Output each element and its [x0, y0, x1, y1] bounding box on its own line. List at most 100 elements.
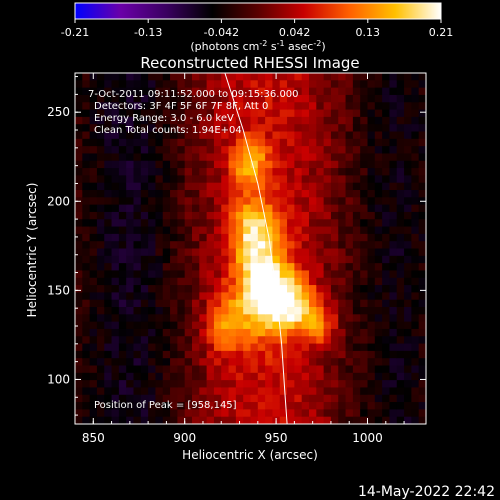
heatmap-cell — [235, 409, 244, 418]
heatmap-cell — [177, 131, 186, 140]
heatmap-cell — [360, 124, 369, 133]
heatmap-cell — [294, 73, 303, 81]
heatmap-cell — [126, 307, 135, 315]
heatmap-cell — [382, 285, 391, 293]
heatmap-cell — [162, 102, 171, 111]
heatmap-cell — [257, 182, 266, 191]
heatmap-cell — [199, 146, 208, 155]
heatmap-cell — [235, 204, 244, 213]
heatmap-cell — [309, 94, 317, 103]
heatmap-cell — [265, 248, 274, 257]
heatmap-cell — [235, 350, 244, 359]
heatmap-cell — [170, 277, 178, 286]
heatmap-cell — [184, 168, 193, 176]
heatmap-cell — [301, 168, 310, 176]
heatmap-cell — [118, 255, 127, 264]
heatmap-cell — [360, 226, 369, 235]
heatmap-cell — [192, 241, 200, 250]
heatmap-cell — [177, 321, 186, 330]
heatmap-cell — [345, 292, 354, 301]
heatmap-cell — [89, 197, 98, 206]
heatmap-cell — [221, 365, 230, 374]
heatmap-cell — [155, 241, 164, 250]
heatmap-cell — [389, 146, 398, 155]
heatmap-cell — [301, 204, 310, 213]
heatmap-cell — [82, 343, 91, 352]
heatmap-cell — [89, 94, 98, 103]
heatmap-cell — [111, 270, 120, 279]
heatmap-cell — [404, 131, 412, 140]
heatmap-cell — [382, 182, 391, 191]
heatmap-cell — [82, 365, 91, 374]
heatmap-cell — [389, 372, 398, 381]
heatmap-cell — [404, 343, 412, 352]
heatmap-cell — [257, 402, 266, 410]
heatmap-cell — [330, 416, 339, 424]
heatmap-cell — [279, 73, 288, 81]
heatmap-cell — [126, 168, 135, 176]
heatmap-cell — [382, 299, 391, 308]
heatmap-cell — [411, 160, 420, 169]
heatmap-cell — [404, 182, 412, 191]
heatmap-cell — [257, 102, 266, 111]
heatmap-cell — [221, 87, 230, 96]
heatmap-cell — [148, 124, 157, 133]
heatmap-cell — [184, 241, 193, 250]
heatmap-cell — [228, 211, 237, 220]
heatmap-cell — [75, 241, 83, 250]
heatmap-cell — [184, 387, 193, 396]
heatmap-cell — [316, 336, 325, 345]
heatmap-cell — [228, 270, 237, 279]
heatmap-cell — [352, 380, 361, 389]
heatmap-cell — [170, 307, 178, 315]
heatmap-cell — [206, 138, 215, 147]
heatmap-cell — [162, 190, 171, 198]
heatmap-cell — [294, 263, 303, 272]
heatmap-cell — [192, 153, 200, 162]
heatmap-cell — [111, 102, 120, 111]
heatmap-cell — [257, 277, 266, 286]
heatmap-cell — [89, 138, 98, 147]
heatmap-cell — [294, 94, 303, 103]
heatmap-cell — [104, 409, 113, 418]
heatmap-cell — [396, 402, 405, 410]
heatmap-cell — [411, 292, 420, 301]
heatmap-cell — [309, 241, 317, 250]
heatmap-cell — [287, 270, 295, 279]
heatmap-cell — [104, 241, 113, 250]
heatmap-cell — [382, 358, 391, 367]
heatmap-cell — [162, 182, 171, 191]
heatmap-cell — [265, 197, 274, 206]
heatmap-cell — [396, 197, 405, 206]
heatmap-cell — [352, 94, 361, 103]
heatmap-cell — [170, 233, 178, 242]
heatmap-cell — [309, 80, 317, 89]
heatmap-cell — [382, 380, 391, 389]
heatmap-cell — [184, 307, 193, 315]
heatmap-cell — [75, 175, 83, 184]
heatmap-cell — [257, 160, 266, 169]
heatmap-cell — [104, 94, 113, 103]
heatmap-cell — [140, 204, 149, 213]
heatmap-cell — [126, 233, 135, 242]
heatmap-cell — [82, 248, 91, 257]
heatmap-cell — [352, 358, 361, 367]
heatmap-cell — [133, 277, 142, 286]
heatmap-cell — [184, 299, 193, 308]
heatmap-cell — [126, 416, 135, 424]
heatmap-cell — [140, 160, 149, 169]
heatmap-cell — [374, 277, 383, 286]
heatmap-cell — [199, 94, 208, 103]
heatmap-cell — [338, 255, 347, 264]
heatmap-cell — [411, 270, 420, 279]
heatmap-cell — [184, 409, 193, 418]
heatmap-cell — [352, 80, 361, 89]
heatmap-cell — [89, 343, 98, 352]
heatmap-cell — [213, 102, 222, 111]
heatmap-cell — [396, 190, 405, 198]
heatmap-cell — [418, 241, 426, 250]
heatmap-cell — [118, 358, 127, 367]
heatmap-cell — [140, 233, 149, 242]
heatmap-cell — [294, 328, 303, 337]
heatmap-cell — [213, 394, 222, 403]
